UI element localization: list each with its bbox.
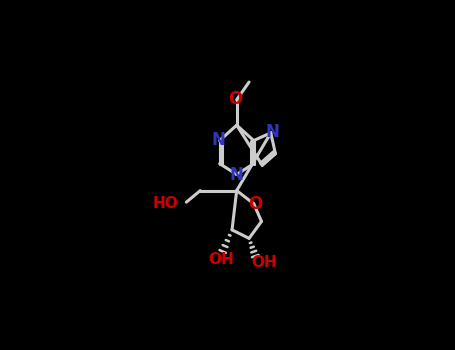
Text: O: O <box>228 90 242 108</box>
Text: O: O <box>248 195 263 213</box>
Text: OH: OH <box>252 255 278 270</box>
Text: HO: HO <box>153 196 178 211</box>
Text: N: N <box>265 123 279 141</box>
Text: OH: OH <box>208 252 234 267</box>
Text: N: N <box>230 166 243 184</box>
Text: N: N <box>211 131 225 149</box>
